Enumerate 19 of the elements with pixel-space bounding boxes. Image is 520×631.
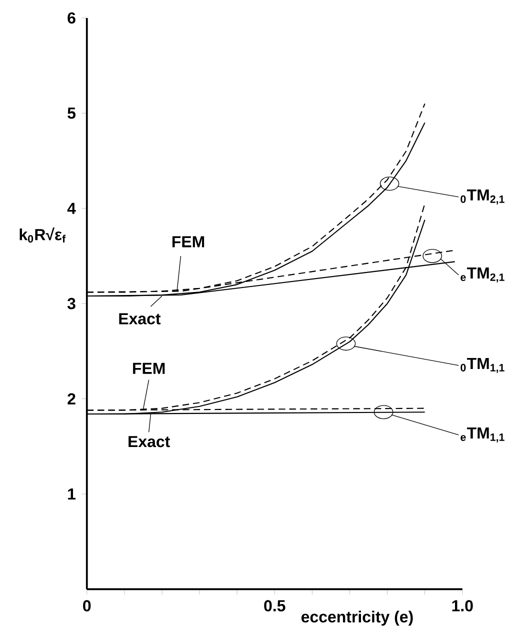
x-tick-label: 0.5 <box>264 600 286 612</box>
annotation: $_{e}$TM$_{1,1}$ <box>460 427 504 442</box>
annotation: $_{0}$TM$_{1,1}$ <box>460 358 504 373</box>
y-tick-label: 5 <box>67 108 76 119</box>
annotation: $_{e}$TM$_{2,1}$ <box>460 268 504 283</box>
y-tick-label: 2 <box>68 393 76 404</box>
x-tick-label: 1.0 <box>452 600 473 612</box>
annotation: FEM <box>132 362 164 374</box>
y-axis-title: k$_{0}$R√ε$_{f}$ <box>20 227 66 243</box>
annotation: Exact <box>128 436 170 448</box>
x-tick-label: 0 <box>82 600 91 612</box>
y-tick-label: 3 <box>67 298 76 310</box>
annotation: $_{0}$TM$_{2,1}$ <box>460 189 504 204</box>
x-axis-title: eccentricity (e) <box>301 610 413 626</box>
annotation: Exact <box>119 313 160 324</box>
y-tick-label: 6 <box>68 12 76 24</box>
y-tick-label: 1 <box>68 488 76 500</box>
y-tick-label: 4 <box>67 202 76 214</box>
annotation: FEM <box>172 236 204 248</box>
